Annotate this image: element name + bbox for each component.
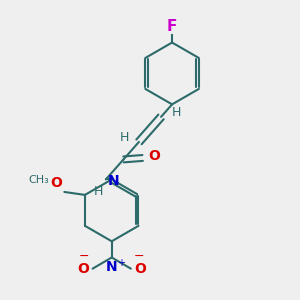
Text: −: − xyxy=(134,250,144,263)
Text: N: N xyxy=(106,260,118,274)
Text: O: O xyxy=(148,149,160,164)
Text: −: − xyxy=(79,250,90,263)
Text: O: O xyxy=(134,262,146,276)
Text: N: N xyxy=(107,174,119,188)
Text: H: H xyxy=(119,131,129,144)
Text: O: O xyxy=(50,176,62,190)
Text: F: F xyxy=(167,19,177,34)
Text: H: H xyxy=(171,106,181,119)
Text: CH₃: CH₃ xyxy=(28,176,49,185)
Text: H: H xyxy=(94,185,103,198)
Text: O: O xyxy=(77,262,89,276)
Text: +: + xyxy=(117,258,125,268)
